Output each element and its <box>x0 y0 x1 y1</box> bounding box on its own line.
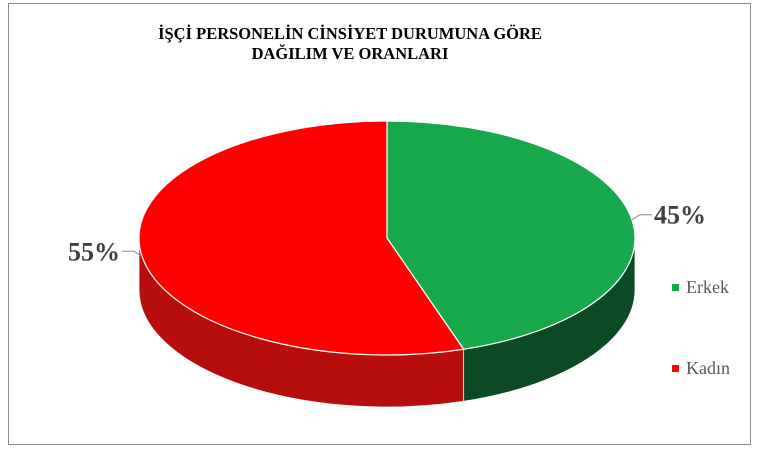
legend-label-kadin: Kadın <box>686 357 730 378</box>
chart-title: İŞÇİ PERSONELİN CİNSİYET DURUMUNA GÖRE D… <box>110 24 590 64</box>
leader-line-0 <box>631 214 652 221</box>
legend-swatch-kadin <box>672 364 679 372</box>
legend-swatch-erkek <box>672 283 679 291</box>
legend-label-erkek: Erkek <box>686 276 729 297</box>
pie-group <box>138 120 636 408</box>
leader-line-1 <box>122 250 143 257</box>
legend-item-erkek: Erkek <box>672 276 729 298</box>
data-label-kadın: 55% <box>68 237 120 266</box>
data-label-erkek: 45% <box>654 201 706 230</box>
chart-title-line-2: DAĞILIM VE ORANLARI <box>251 44 449 63</box>
legend-item-kadin: Kadın <box>672 357 730 379</box>
pie-slice-kadın <box>138 120 465 356</box>
data-labels: 45% 55% <box>68 201 706 267</box>
chart-title-line-1: İŞÇİ PERSONELİN CİNSİYET DURUMUNA GÖRE <box>158 24 542 43</box>
